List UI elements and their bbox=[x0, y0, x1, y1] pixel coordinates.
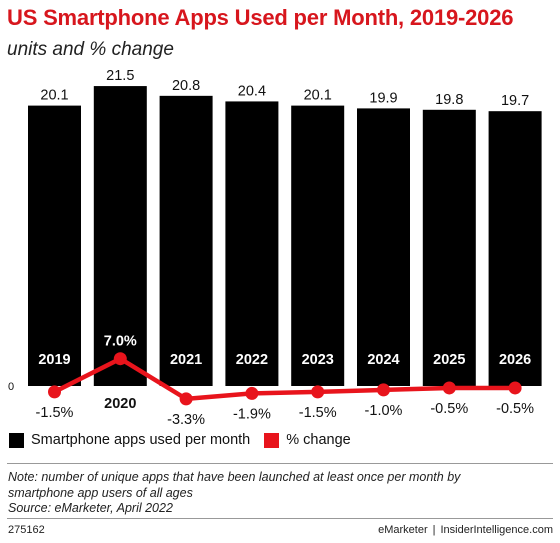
change-label-2026: -0.5% bbox=[496, 401, 534, 417]
category-label-2022: 2022 bbox=[236, 352, 268, 368]
category-label-2026: 2026 bbox=[499, 352, 531, 368]
change-label-2021: -3.3% bbox=[167, 412, 205, 428]
divider-bottom bbox=[7, 518, 553, 519]
source-note: Note: number of unique apps that have be… bbox=[8, 470, 553, 517]
note-line-2: smartphone app users of all ages bbox=[8, 485, 193, 500]
legend-label-change: % change bbox=[286, 432, 351, 448]
change-point-2021 bbox=[179, 392, 193, 406]
change-label-2022: -1.9% bbox=[233, 406, 271, 422]
footer-brand: eMarketer | InsiderIntelligence.com bbox=[378, 524, 553, 536]
brand-emarketer: eMarketer bbox=[378, 524, 428, 536]
bar-2024 bbox=[357, 108, 410, 387]
change-point-2020 bbox=[113, 352, 127, 366]
change-label-2023: -1.5% bbox=[299, 405, 337, 421]
change-point-2023 bbox=[311, 385, 325, 399]
legend-item-change: % change bbox=[264, 432, 351, 448]
category-label-2024: 2024 bbox=[367, 352, 399, 368]
bar-2022 bbox=[225, 101, 279, 387]
legend-label-apps: Smartphone apps used per month bbox=[31, 432, 251, 448]
change-point-2025 bbox=[442, 381, 456, 395]
category-label-2019: 2019 bbox=[38, 352, 70, 368]
note-line-1: Note: number of unique apps that have be… bbox=[8, 470, 461, 484]
category-label-2023: 2023 bbox=[302, 352, 334, 368]
bar-2025 bbox=[422, 109, 476, 386]
legend-swatch-change bbox=[264, 432, 280, 448]
bar-value-label-2020: 21.5 bbox=[106, 68, 134, 84]
bar-2020 bbox=[93, 86, 147, 386]
bar-value-label-2021: 20.8 bbox=[172, 78, 200, 94]
category-label-2020: 2020 bbox=[104, 396, 136, 412]
bar-value-label-2024: 19.9 bbox=[369, 90, 397, 106]
divider-top bbox=[7, 463, 553, 464]
legend: Smartphone apps used per month % change bbox=[9, 432, 365, 448]
bar-value-label-2026: 19.7 bbox=[501, 93, 529, 109]
change-point-2019 bbox=[48, 385, 61, 399]
bar-value-label-2022: 20.4 bbox=[238, 83, 266, 99]
note-line-3: Source: eMarketer, April 2022 bbox=[8, 501, 173, 515]
category-label-2025: 2025 bbox=[433, 352, 465, 368]
bar-2021 bbox=[159, 95, 213, 386]
change-point-2024 bbox=[377, 383, 390, 397]
chart: 0 20.1 21.5 20.8 20.4 20.1 19.9 19.8 19.7 2019 202… bbox=[8, 68, 542, 428]
change-label-2019: -1.5% bbox=[36, 405, 74, 421]
bar-value-label-2019: 20.1 bbox=[40, 88, 68, 104]
bar-value-label-2023: 20.1 bbox=[304, 88, 332, 104]
chart-subtitle: units and % change bbox=[7, 39, 174, 60]
legend-item-apps: Smartphone apps used per month bbox=[9, 432, 250, 448]
bar-2019 bbox=[28, 105, 81, 386]
change-point-2026 bbox=[508, 381, 522, 395]
legend-swatch-apps bbox=[9, 432, 24, 448]
bar-value-label-2025: 19.8 bbox=[435, 92, 463, 108]
category-label-2021: 2021 bbox=[170, 352, 202, 368]
change-line bbox=[53, 356, 516, 402]
bar-2023 bbox=[291, 105, 345, 386]
brand-separator: | bbox=[432, 524, 436, 536]
brand-insider-intelligence: InsiderIntelligence.com bbox=[440, 524, 553, 536]
chart-id: 275162 bbox=[8, 524, 45, 536]
bar-2026 bbox=[488, 111, 542, 386]
chart-title: US Smartphone Apps Used per Month, 2019-… bbox=[7, 5, 514, 30]
change-label-2025: -0.5% bbox=[430, 401, 468, 417]
change-label-2024: -1.0% bbox=[365, 403, 403, 419]
axis-zero-label: 0 bbox=[8, 381, 14, 393]
change-point-2022 bbox=[245, 386, 259, 400]
change-label-2020: 7.0% bbox=[104, 334, 137, 350]
